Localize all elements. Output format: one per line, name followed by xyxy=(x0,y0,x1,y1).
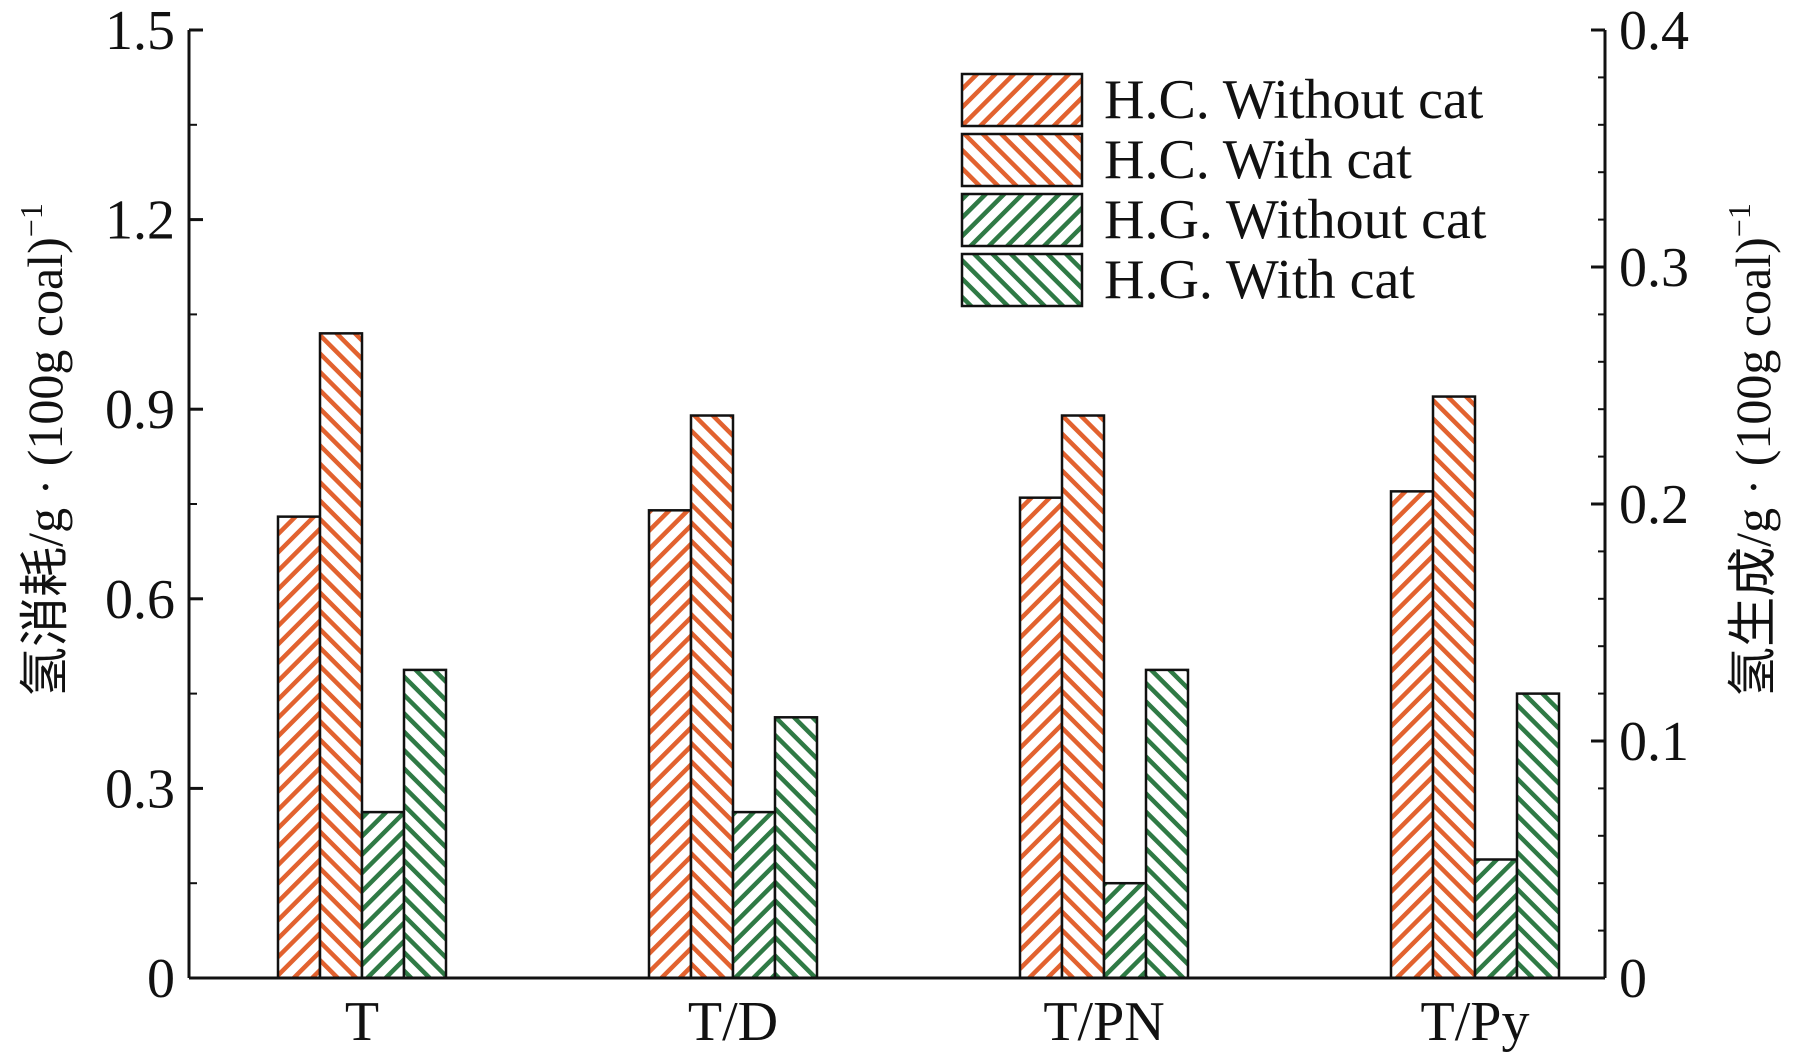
bar-t-d-4 xyxy=(773,716,819,980)
x-tick-label: T/PN xyxy=(1043,991,1164,1053)
legend-swatch xyxy=(960,72,1084,128)
y-left-axis-title: 氢消耗/g · (100g coal)−1 xyxy=(13,203,73,697)
bar-t-4 xyxy=(402,668,448,980)
bar-t-py-3 xyxy=(1473,858,1519,980)
bar-t-py-1 xyxy=(1389,490,1435,980)
legend-swatch xyxy=(960,132,1084,188)
y-left-tick-label: 0.3 xyxy=(105,758,175,820)
bar-t-d-3 xyxy=(731,810,777,980)
x-tick-label: T/Py xyxy=(1421,991,1530,1053)
legend-swatch xyxy=(960,252,1084,308)
y-left-tick-label: 0.6 xyxy=(105,569,175,631)
bar-t-1 xyxy=(276,515,322,980)
bar-t-pn-4 xyxy=(1144,668,1190,980)
bar-t-d-1 xyxy=(647,509,693,980)
x-tick-label: T xyxy=(345,991,379,1053)
legend-label: H.C. With cat xyxy=(1104,129,1412,191)
y-left-tick-label: 0 xyxy=(147,948,175,1010)
y-right-axis-title-sup: −1 xyxy=(1721,203,1757,237)
bar-t-3 xyxy=(360,810,406,980)
y-right-tick-label: 0.3 xyxy=(1619,237,1689,299)
bars-layer xyxy=(276,332,1561,980)
x-tick-label: T/D xyxy=(688,991,778,1053)
y-right-tick-label: 0.2 xyxy=(1619,474,1689,536)
y-right-tick-label: 0 xyxy=(1619,948,1647,1010)
bar-t-pn-2 xyxy=(1060,414,1106,980)
bar-t-pn-1 xyxy=(1018,496,1064,980)
y-left-axis-title-sup: −1 xyxy=(13,203,49,237)
legend-label: H.G. Without cat xyxy=(1104,189,1487,251)
y-left-tick-label: 1.5 xyxy=(105,0,175,62)
bar-t-pn-3 xyxy=(1102,881,1148,980)
bar-t-d-2 xyxy=(689,414,735,980)
bar-t-py-2 xyxy=(1431,395,1477,980)
y-right-axis-title: 氢生成/g · (100g coal)−1 xyxy=(1721,203,1781,697)
y-right-tick-label: 0.1 xyxy=(1619,711,1689,773)
y-left-tick-label: 0.9 xyxy=(105,379,175,441)
bar-t-2 xyxy=(318,332,364,980)
legend-label: H.C. Without cat xyxy=(1104,69,1484,131)
legend-swatch xyxy=(960,192,1084,248)
axes-layer: 0 0.3 0.6 0.9 1.2 1.5 0 0.1 0.2 0.3 0.4 T T/D T/PN T/P… xyxy=(105,0,1689,1053)
y-right-tick-label: 0.4 xyxy=(1619,0,1689,62)
bar-t-py-4 xyxy=(1515,692,1561,980)
y-left-tick-label: 1.2 xyxy=(105,190,175,252)
legend-label: H.G. With cat xyxy=(1104,249,1415,311)
